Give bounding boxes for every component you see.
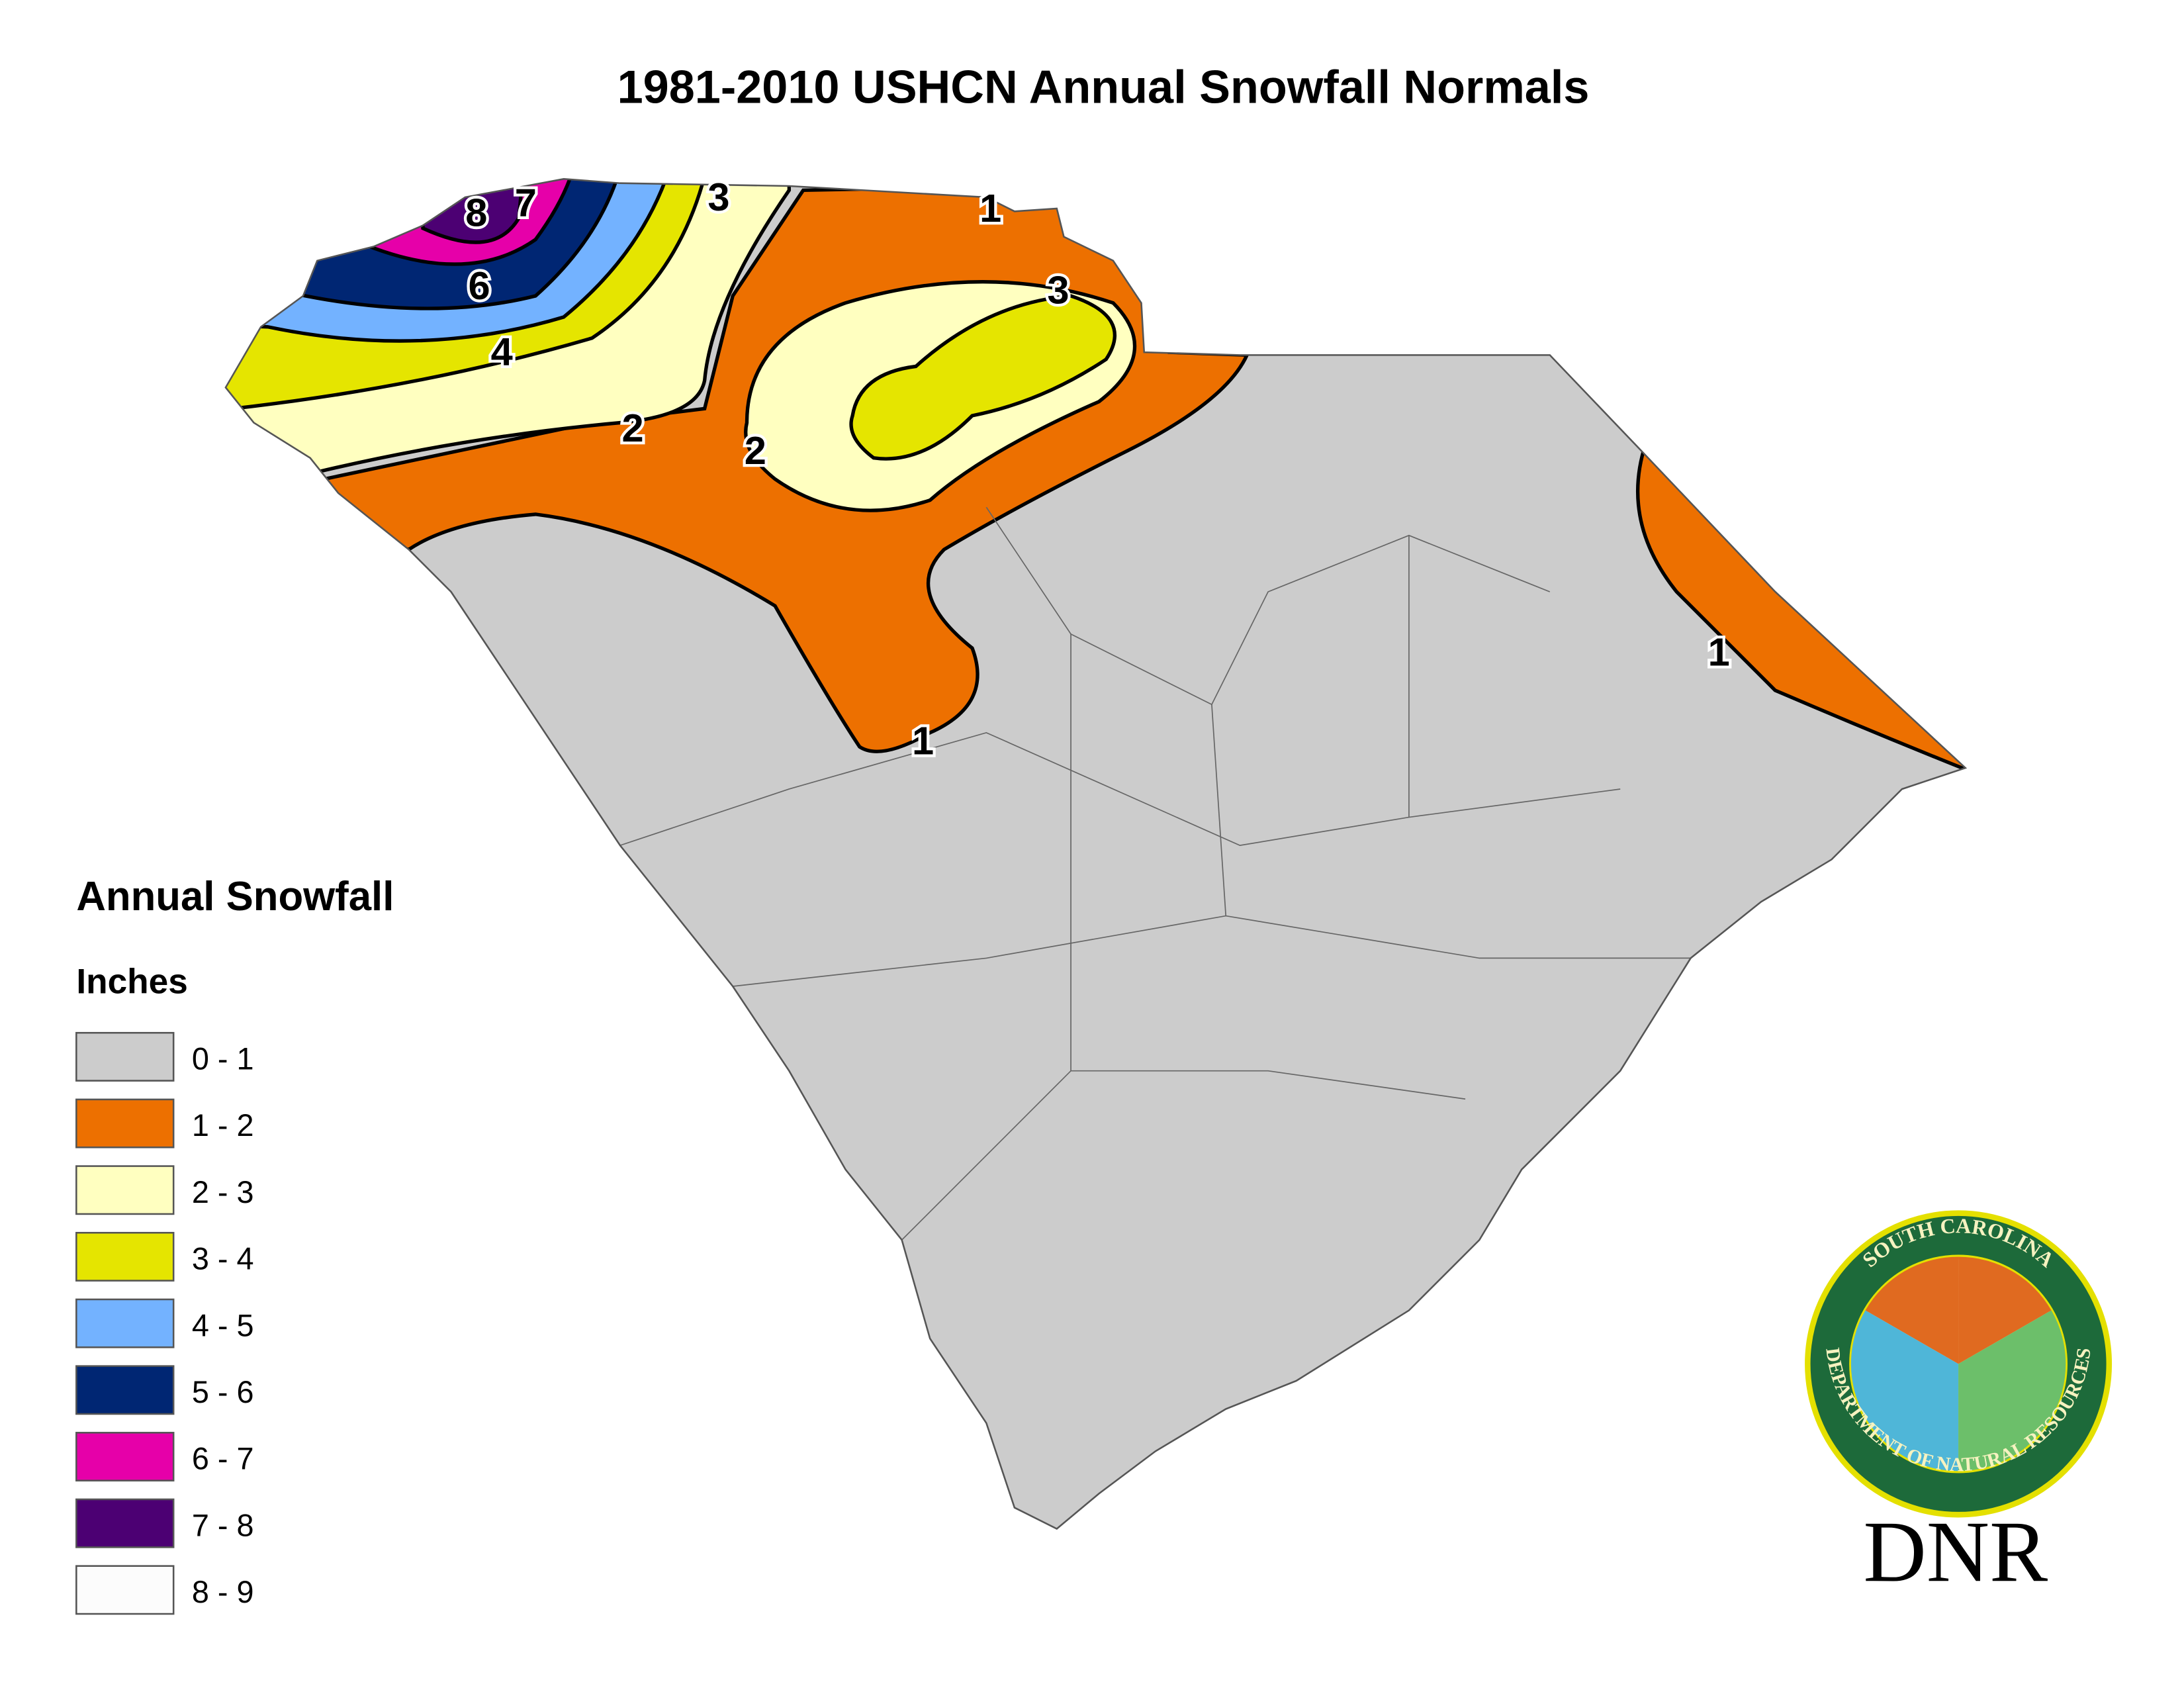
dnr-logo: SOUTH CAROLINA DEPARTMENT OF NATURAL RES… xyxy=(1805,1210,2113,1600)
legend-label: 1 - 2 xyxy=(192,1108,254,1143)
legend-label: 6 - 7 xyxy=(192,1442,254,1476)
legend-label: 7 - 8 xyxy=(192,1508,254,1542)
legend-swatch xyxy=(75,1432,175,1481)
legend-swatch xyxy=(75,1031,175,1082)
contour-label: 3 xyxy=(1047,267,1069,312)
legend-swatch xyxy=(75,1165,175,1215)
county-lines xyxy=(619,506,1691,1241)
legend-swatch xyxy=(75,1098,175,1149)
legend-title: Annual Snowfall xyxy=(76,874,394,919)
legend-label: 5 - 6 xyxy=(192,1375,254,1409)
legend-swatch xyxy=(75,1365,175,1415)
legend: 0 - 1 1 - 2 2 - 3 3 - 4 4 - 5 5 - 6 6 - 7 7 - 8… xyxy=(75,1031,254,1615)
legend-swatch xyxy=(75,1498,175,1548)
legend-swatch xyxy=(75,1231,175,1282)
legend-swatch xyxy=(75,1565,175,1615)
legend-label: 2 - 3 xyxy=(192,1175,254,1209)
legend-swatch xyxy=(75,1298,175,1348)
contour-label: 6 xyxy=(469,263,490,308)
contour-label: 4 xyxy=(491,330,513,374)
legend-label: 8 - 9 xyxy=(192,1575,254,1609)
zone xyxy=(849,294,1117,461)
contour-labels: 8 764 3 3 2 2 1 1 1 xyxy=(463,172,1733,766)
logo-wordmark: DNR xyxy=(1863,1503,2048,1600)
contour-label: 8 xyxy=(465,190,487,234)
legend-unit: Inches xyxy=(76,962,188,1002)
contour-label: 1 xyxy=(1708,630,1730,675)
legend-label: 3 - 4 xyxy=(192,1242,254,1276)
contour-label: 2 xyxy=(745,428,766,473)
legend-label: 4 - 5 xyxy=(192,1308,254,1342)
legend-label: 0 - 1 xyxy=(192,1042,254,1076)
contour-label: 7 xyxy=(515,181,537,225)
map-title: 1981-2010 USHCN Annual Snowfall Normals xyxy=(617,60,1590,113)
contour-label: 2 xyxy=(622,406,644,450)
map xyxy=(225,179,1966,1529)
contour-label: 3 xyxy=(707,175,729,219)
contour-label: 1 xyxy=(912,719,934,763)
contour-label: 1 xyxy=(979,186,1001,230)
